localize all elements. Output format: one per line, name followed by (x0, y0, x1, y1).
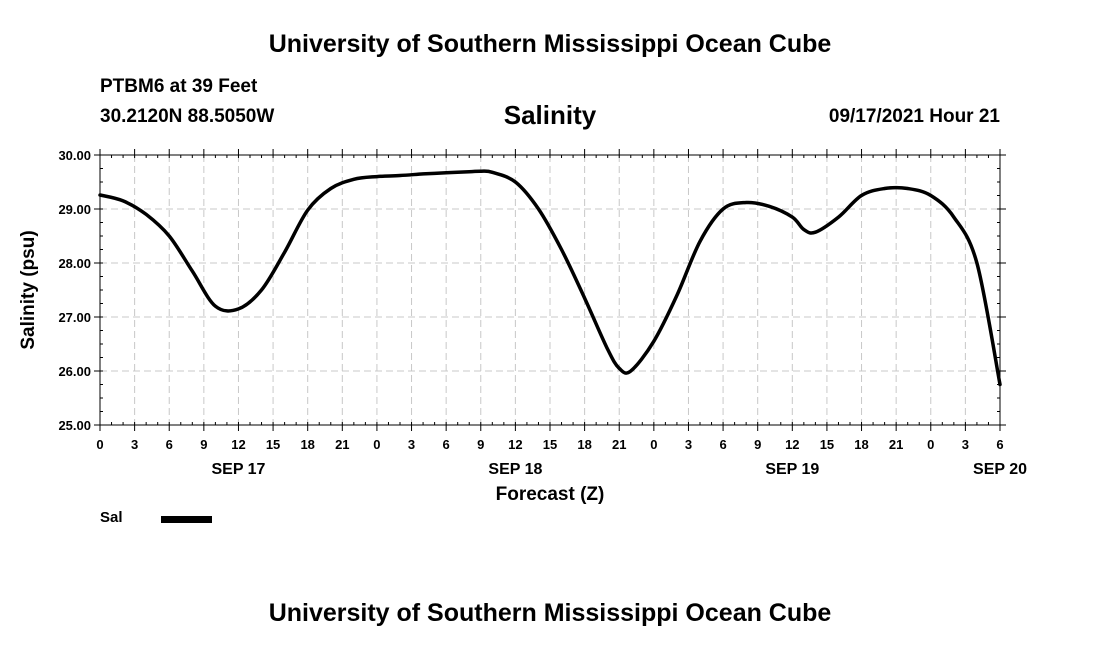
plot-frame (99, 154, 1001, 426)
forecast-datetime: 09/17/2021 Hour 21 (828, 106, 1000, 127)
coordinates-label: 30.2120N 88.5050W (100, 106, 275, 127)
x-tick-label: 9 (754, 437, 761, 452)
x-tick-label: 6 (443, 437, 450, 452)
x-tick-label: 15 (543, 437, 557, 452)
chart-main-title: University of Southern Mississippi Ocean… (268, 30, 832, 58)
x-tick-label: 3 (131, 437, 138, 452)
date-label: SEP 19 (765, 461, 819, 478)
x-tick-label: 0 (96, 437, 103, 452)
x-tick-label: 3 (685, 437, 692, 452)
y-tick-label: 27.00 (58, 310, 91, 325)
legend-label: Sal (100, 509, 123, 526)
x-tick-label: 15 (266, 437, 280, 452)
x-tick-label: 18 (854, 437, 868, 452)
y-tick-label: 25.00 (58, 418, 91, 433)
x-tick-label: 18 (300, 437, 314, 452)
date-label: SEP 18 (488, 461, 542, 478)
date-label: SEP 17 (211, 461, 265, 478)
station-label: PTBM6 at 39 Feet (100, 76, 258, 97)
legend-swatch (161, 516, 212, 523)
x-tick-label: 12 (231, 437, 245, 452)
chart-title: Salinity (503, 100, 597, 130)
x-tick-label: 15 (820, 437, 834, 452)
y-tick-label: 30.00 (58, 148, 91, 163)
x-tick-label: 6 (996, 437, 1003, 452)
x-tick-label: 9 (477, 437, 484, 452)
y-tick-label: 26.00 (58, 364, 91, 379)
x-tick-label: 12 (785, 437, 799, 452)
x-tick-label: 18 (577, 437, 591, 452)
series-line-sal (98, 169, 1002, 387)
date-label: SEP 20 (973, 461, 1027, 478)
x-tick-label: 21 (889, 437, 903, 452)
x-tick-label: 0 (650, 437, 657, 452)
x-tick-label: 3 (408, 437, 415, 452)
y-tick-label: 28.00 (58, 256, 91, 271)
y-axis-title: Salinity (psu) (18, 230, 39, 349)
x-tick-label: 12 (508, 437, 522, 452)
x-tick-label: 0 (373, 437, 380, 452)
x-tick-label: 21 (335, 437, 349, 452)
x-tick-label: 0 (927, 437, 934, 452)
footer-title: University of Southern Mississippi Ocean… (268, 599, 832, 627)
x-tick-label: 9 (200, 437, 207, 452)
x-tick-label: 6 (166, 437, 173, 452)
x-tick-label: 21 (612, 437, 626, 452)
y-tick-label: 29.00 (58, 202, 91, 217)
x-tick-label: 3 (962, 437, 969, 452)
x-tick-label: 6 (719, 437, 726, 452)
x-axis-title: Forecast (Z) (496, 484, 605, 505)
